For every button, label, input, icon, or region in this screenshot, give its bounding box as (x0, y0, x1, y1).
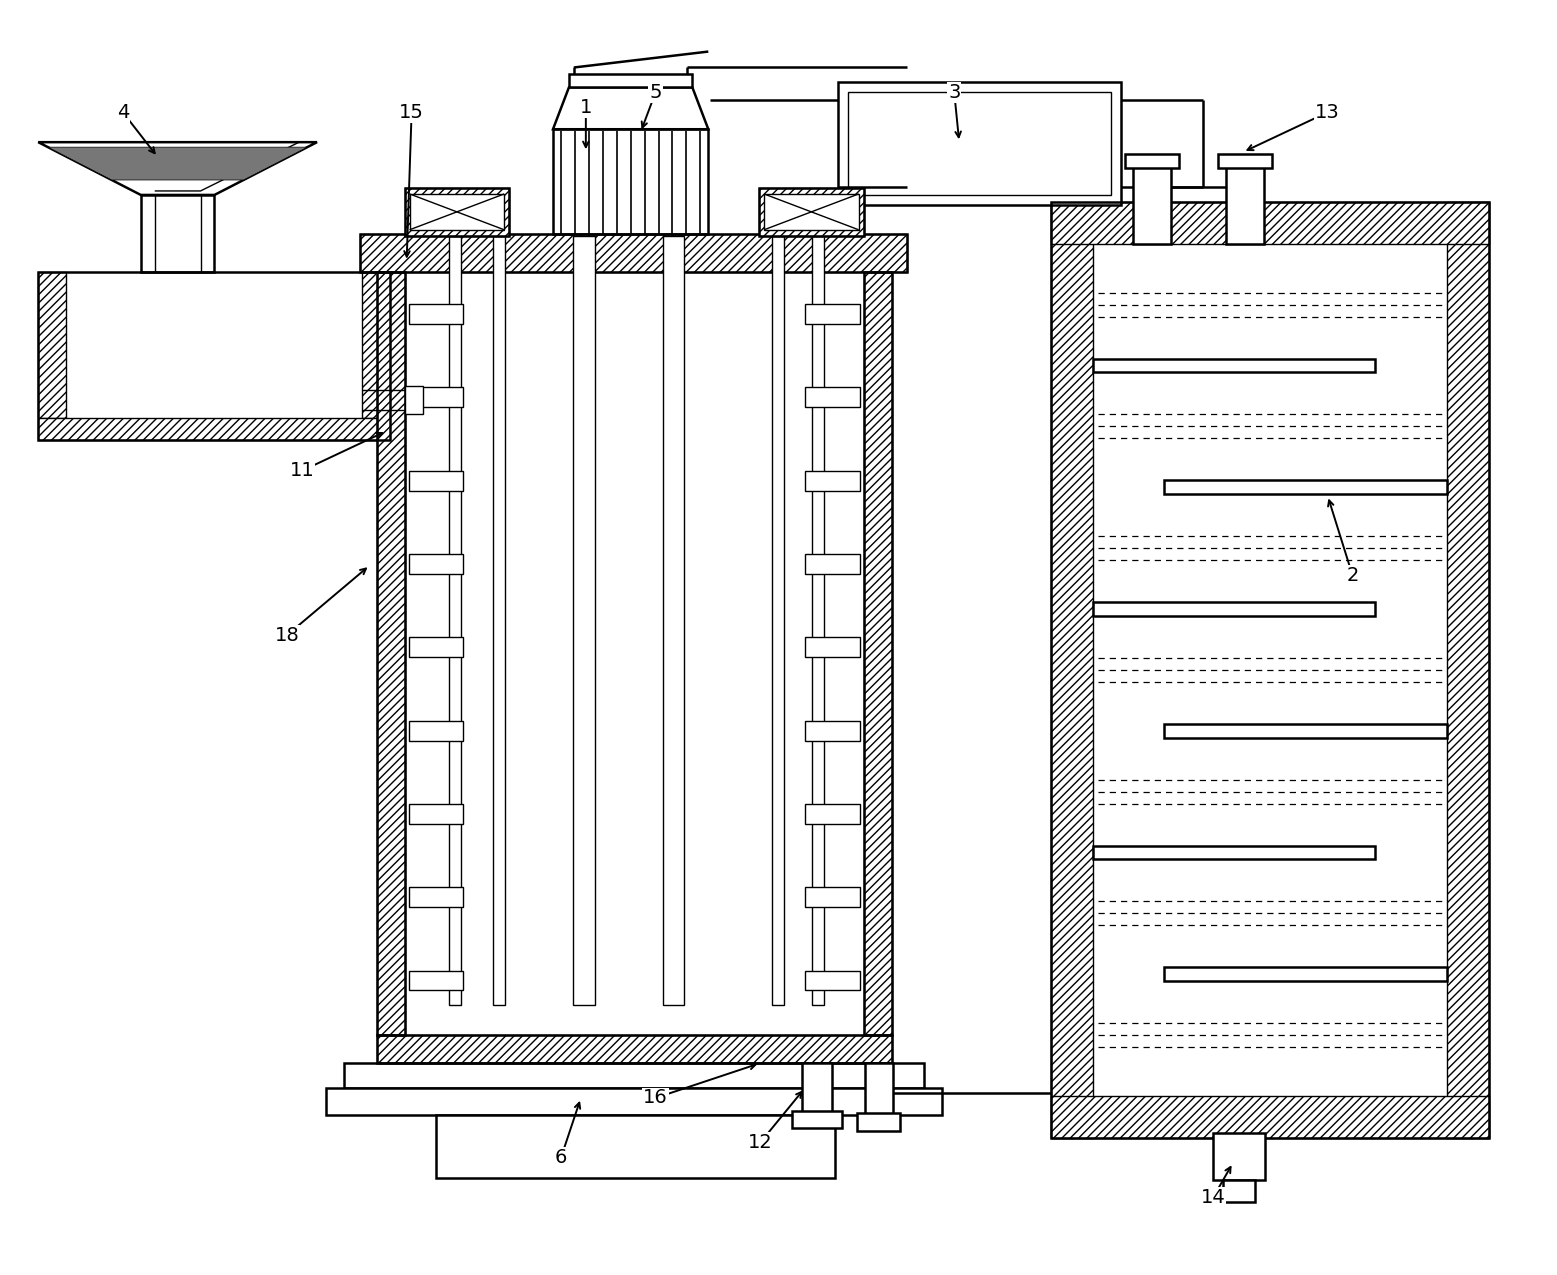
Bar (805, 388, 859, 407)
Bar (1051, 201, 1093, 1137)
Bar (772, 236, 785, 1006)
Bar (568, 74, 693, 88)
Bar (360, 233, 908, 272)
Bar (847, 92, 1110, 195)
Bar (405, 386, 422, 414)
Bar (553, 129, 708, 233)
Bar (864, 272, 892, 1035)
Bar (450, 236, 461, 1006)
Bar (361, 272, 389, 418)
Bar (1165, 724, 1446, 738)
Bar (760, 187, 864, 236)
Text: 1: 1 (579, 98, 592, 117)
Bar (1093, 358, 1375, 372)
Bar (360, 233, 908, 272)
Bar (377, 1035, 892, 1063)
Bar (760, 187, 864, 236)
Bar (408, 470, 464, 491)
Bar (409, 194, 504, 229)
Text: 18: 18 (274, 626, 299, 644)
Text: 6: 6 (554, 1149, 567, 1167)
Bar (39, 272, 389, 440)
Bar (344, 1063, 925, 1088)
Bar (864, 272, 892, 1035)
Bar (1225, 161, 1264, 244)
Text: 12: 12 (747, 1133, 772, 1153)
Bar (408, 305, 464, 324)
Bar (494, 236, 504, 1006)
Bar (39, 272, 65, 418)
Text: 13: 13 (1316, 103, 1341, 122)
Bar (805, 470, 859, 491)
Bar (811, 236, 824, 1006)
Bar (1446, 201, 1488, 1137)
Bar (805, 805, 859, 824)
Bar (408, 638, 464, 657)
Bar (1133, 161, 1171, 244)
Bar (408, 720, 464, 741)
Bar (436, 1114, 835, 1178)
Text: 5: 5 (649, 83, 662, 102)
Bar (405, 187, 509, 236)
Bar (325, 1088, 942, 1114)
Bar (805, 305, 859, 324)
Bar (805, 720, 859, 741)
Bar (377, 1035, 892, 1063)
Bar (805, 555, 859, 574)
Bar (764, 194, 858, 229)
Polygon shape (553, 88, 708, 129)
Bar (573, 236, 595, 1006)
Bar (1051, 1096, 1488, 1137)
Text: 3: 3 (948, 83, 961, 102)
Bar (1093, 845, 1375, 859)
Bar (1218, 154, 1272, 168)
Bar (793, 1111, 842, 1128)
Bar (805, 970, 859, 991)
Bar (39, 418, 389, 440)
Bar (802, 1063, 831, 1113)
Bar (805, 887, 859, 907)
Bar (140, 195, 215, 272)
Bar (408, 887, 464, 907)
Polygon shape (48, 147, 307, 180)
Bar (377, 272, 405, 1035)
Polygon shape (39, 143, 318, 195)
Text: 14: 14 (1200, 1188, 1225, 1207)
Bar (377, 272, 405, 1035)
Bar (663, 236, 685, 1006)
Bar (408, 970, 464, 991)
Bar (1051, 201, 1488, 244)
Text: 11: 11 (290, 462, 315, 481)
Bar (408, 805, 464, 824)
Bar (408, 388, 464, 407)
Text: 2: 2 (1347, 566, 1359, 585)
Bar (1051, 201, 1488, 1137)
Bar (805, 638, 859, 657)
Bar (408, 555, 464, 574)
Bar (1224, 1179, 1255, 1201)
Bar (1213, 1132, 1264, 1179)
Bar (1165, 481, 1446, 495)
Bar (838, 83, 1121, 205)
Bar (1165, 968, 1446, 982)
Text: 16: 16 (643, 1089, 668, 1108)
Bar (856, 1113, 900, 1131)
Text: 15: 15 (399, 103, 424, 122)
Bar (1126, 154, 1179, 168)
Bar (1093, 602, 1375, 616)
Bar (864, 1063, 892, 1114)
Bar (405, 187, 509, 236)
Text: 4: 4 (117, 103, 129, 122)
